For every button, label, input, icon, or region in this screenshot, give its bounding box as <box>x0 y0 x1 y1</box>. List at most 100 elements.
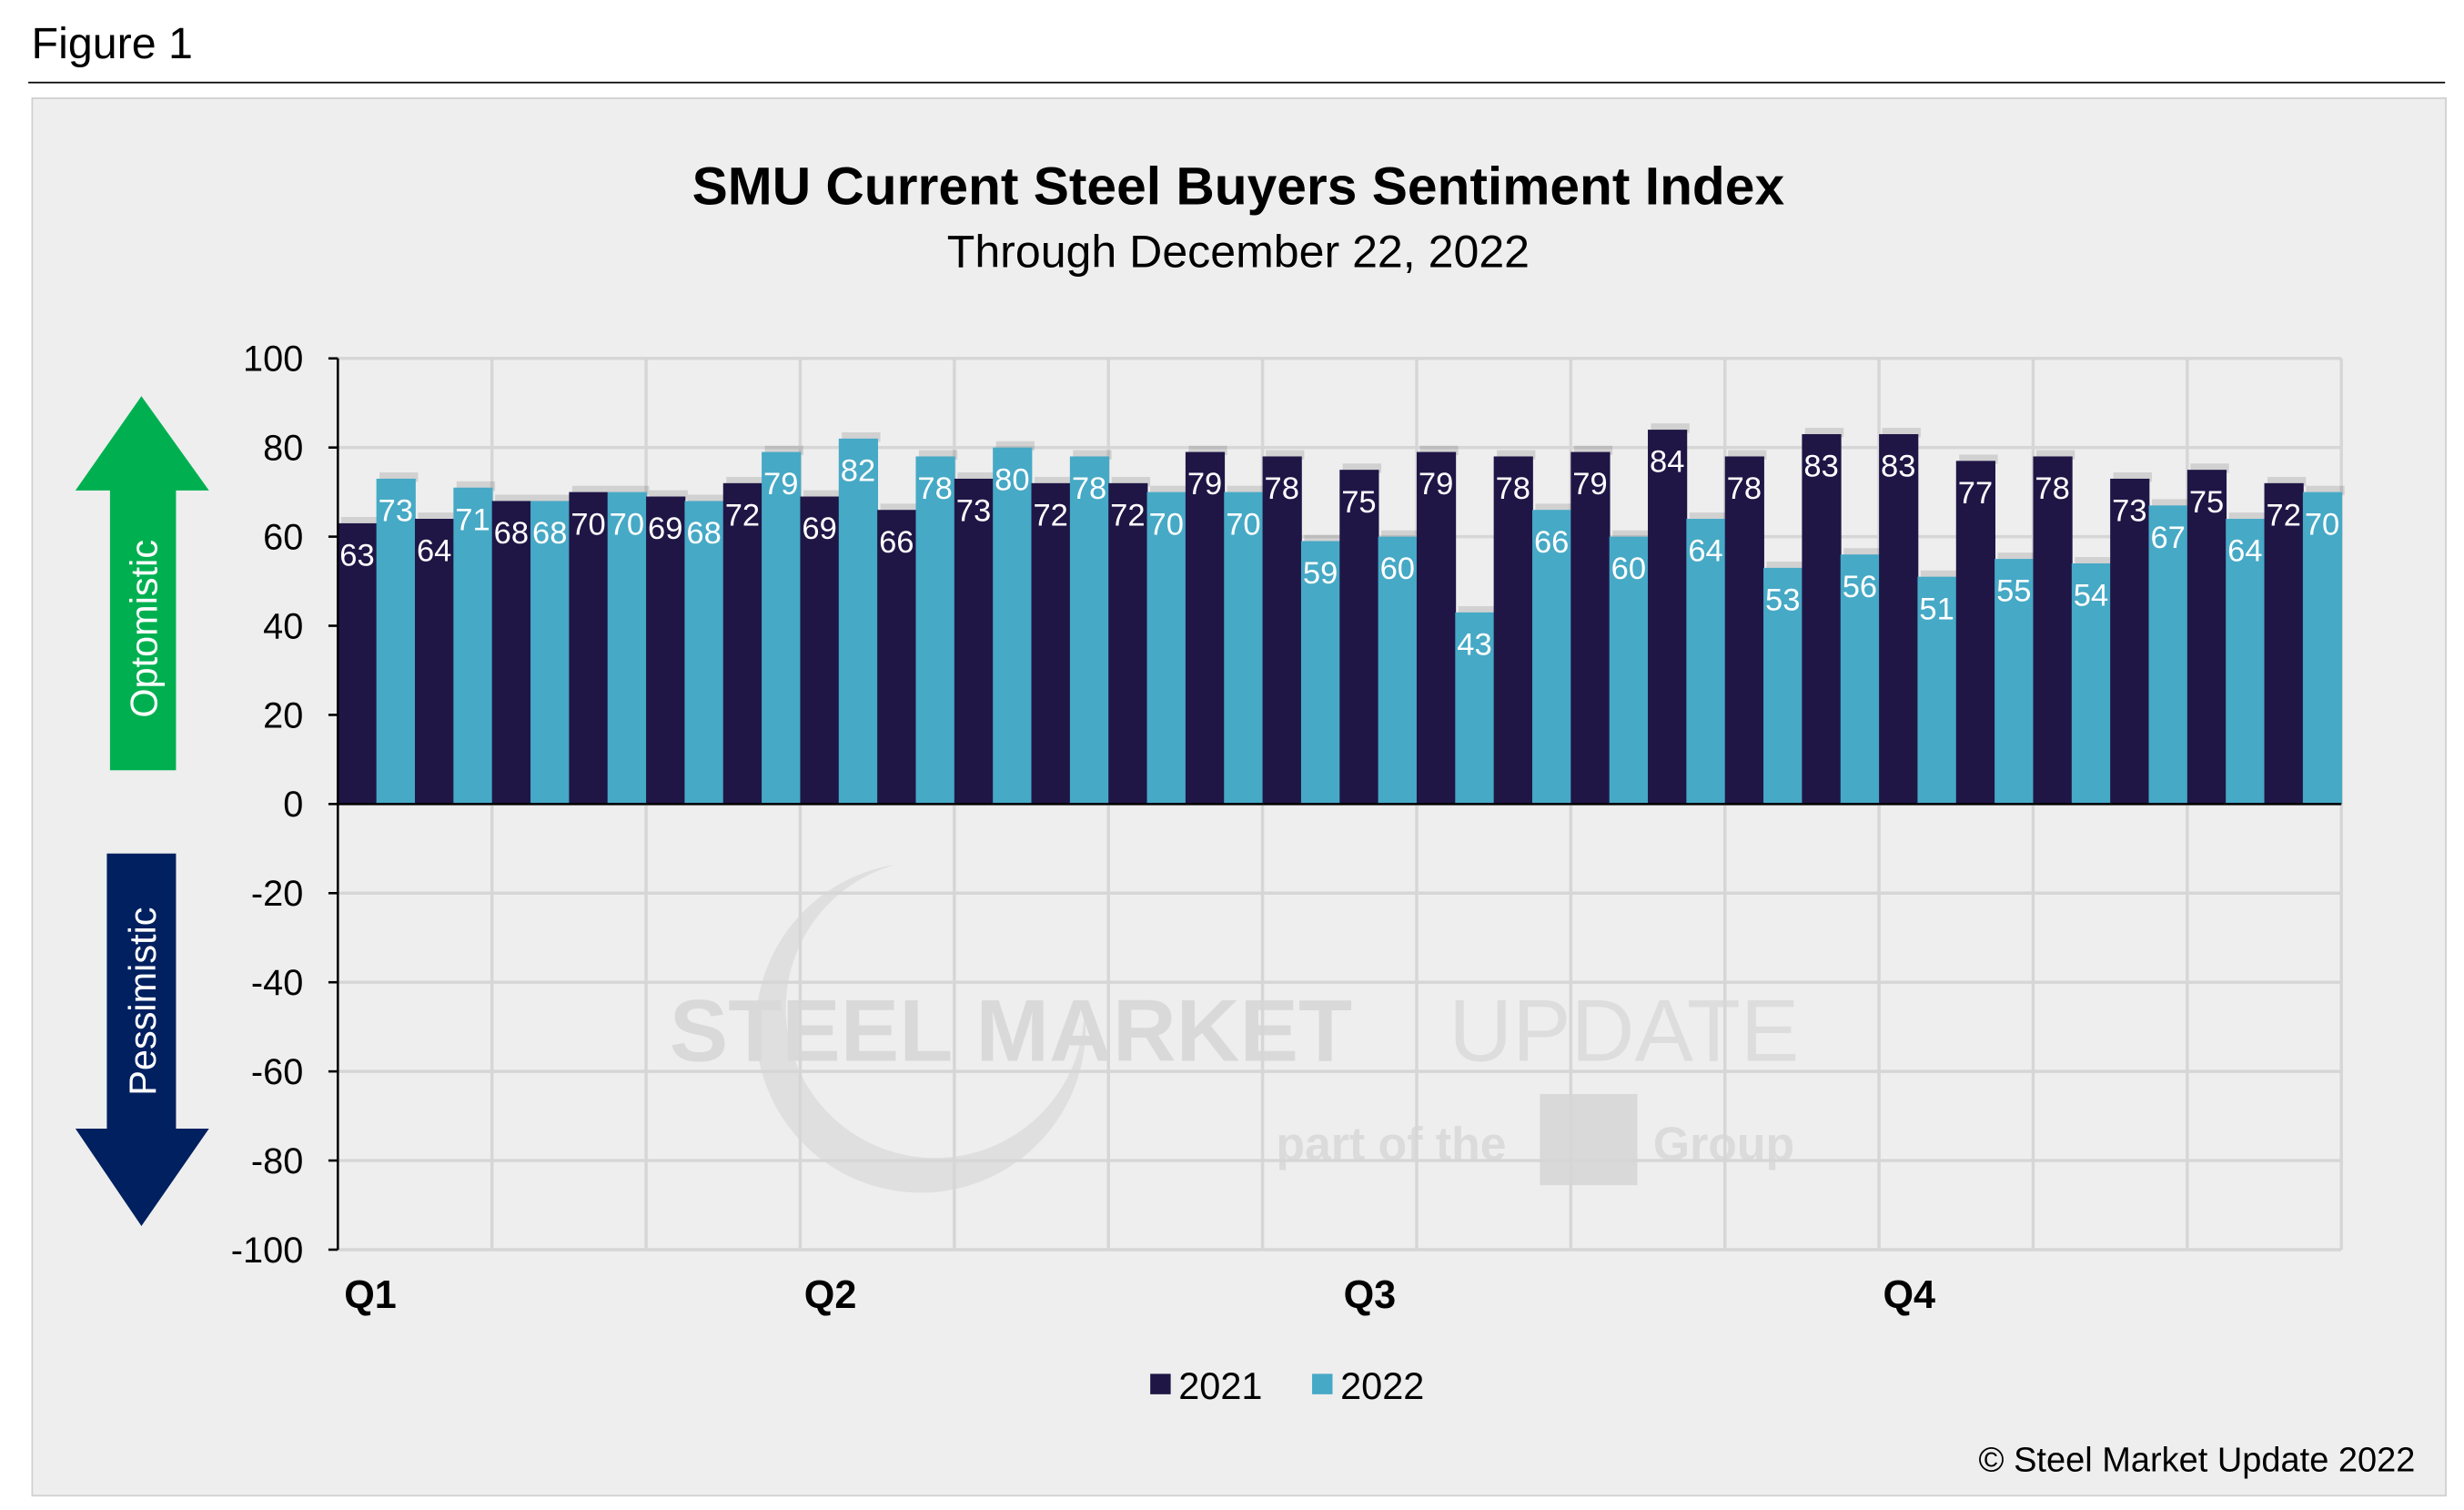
bar-shadow <box>1497 450 1536 460</box>
bar-shadow <box>957 472 996 482</box>
data-label-2021: 83 <box>1881 450 1915 484</box>
bar-2022 <box>838 438 878 805</box>
bar-2022 <box>453 487 493 805</box>
bar-2021 <box>2033 456 2073 805</box>
bar-shadow <box>1304 534 1343 544</box>
bar-2021 <box>1031 482 1071 805</box>
bar-2021 <box>1570 451 1611 805</box>
bar-2022 <box>1994 559 2035 805</box>
bar-2021 <box>2264 482 2304 805</box>
bar-2022 <box>1378 536 1418 805</box>
bar-shadow <box>1419 445 1459 456</box>
data-label-2021: 83 <box>1803 450 1838 484</box>
bar-2021 <box>1262 456 1302 805</box>
bar-2021 <box>722 482 762 805</box>
watermark: STEEL MARKET UPDATE part of the Group <box>670 864 1799 1193</box>
bar-shadow <box>1034 476 1074 487</box>
bar-2022 <box>1686 519 1726 805</box>
legend-swatch-2022 <box>1312 1373 1333 1394</box>
bar-2022 <box>1609 536 1649 805</box>
divider <box>28 81 2446 84</box>
data-label-2022: 68 <box>532 516 567 551</box>
data-label-2022: 55 <box>1996 574 2031 609</box>
bar-shadow <box>2228 512 2267 522</box>
data-label-2022: 64 <box>1688 534 1722 569</box>
y-tick-label: 0 <box>283 785 303 825</box>
bar-shadow <box>611 485 650 496</box>
data-label-2021: 69 <box>802 512 836 546</box>
up-arrow-icon <box>75 396 209 771</box>
bar-shadow <box>533 494 572 504</box>
bar-2022 <box>1763 567 1803 805</box>
data-label-2022: 71 <box>455 502 490 537</box>
data-label-2022: 78 <box>917 471 952 506</box>
bar-2021 <box>1955 461 1995 805</box>
down-arrow-icon <box>75 853 209 1227</box>
bar-shadow <box>803 490 843 500</box>
watermark-part: part of the <box>1276 1118 1506 1171</box>
bar-shadow <box>1766 561 1805 572</box>
data-label-2022: 70 <box>1226 507 1260 542</box>
data-label-2021: 84 <box>1650 445 1684 480</box>
bar-shadow <box>2267 476 2307 487</box>
bar-shadow <box>764 445 803 456</box>
data-label-2021: 78 <box>2035 471 2069 506</box>
figure-label: Figure 1 <box>31 18 193 68</box>
bar-2021 <box>1879 433 1919 805</box>
bar-shadow <box>1573 445 1613 456</box>
bar-2022 <box>1917 576 1957 805</box>
bar-2022 <box>1069 456 1110 805</box>
bar-shadow <box>1227 485 1267 496</box>
data-label-2021: 79 <box>1187 467 1222 502</box>
data-label-2021: 75 <box>1341 485 1376 520</box>
bar-shadow <box>456 481 496 492</box>
pessimistic-label: Pessimistic <box>121 907 164 1095</box>
data-label-2022: 43 <box>1457 627 1491 662</box>
bar-2021 <box>569 492 609 805</box>
chart-title: SMU Current Steel Buyers Sentiment Index <box>692 157 1785 217</box>
bar-2022 <box>376 478 416 805</box>
bar-2021 <box>954 478 995 805</box>
y-tick-label: -80 <box>251 1141 303 1181</box>
bar-2021 <box>1802 433 1842 805</box>
y-tick-label: -100 <box>231 1231 304 1271</box>
data-label-2022: 80 <box>995 462 1029 497</box>
data-label-2021: 79 <box>1572 467 1607 502</box>
bar-shadow <box>1188 445 1227 456</box>
bar-2021 <box>1416 451 1457 805</box>
data-label-2022: 78 <box>1072 471 1106 506</box>
data-label-2022: 56 <box>1843 570 1877 604</box>
bar-shadow <box>1728 450 1767 460</box>
bar-2022 <box>1840 554 1880 805</box>
data-label-2022: 53 <box>1765 583 1800 617</box>
bar-shadow <box>1381 530 1420 541</box>
bar-2021 <box>1493 456 1533 805</box>
bar-2021 <box>877 510 917 805</box>
data-label-2021: 68 <box>494 516 529 551</box>
bar-shadow <box>495 494 534 504</box>
bar-2021 <box>1648 430 1688 805</box>
pessimistic-arrow: Pessimistic <box>75 853 209 1227</box>
bar-2022 <box>1224 492 1264 805</box>
bar-2021 <box>414 519 455 805</box>
bar-2021 <box>338 522 378 805</box>
data-label-2021: 75 <box>2189 485 2224 520</box>
data-label-2021: 78 <box>1496 471 1530 506</box>
data-label-2021: 72 <box>725 498 760 532</box>
y-tick-label: 20 <box>263 695 303 735</box>
bar-2021 <box>646 496 686 805</box>
chart-subtitle: Through December 22, 2022 <box>947 227 1530 278</box>
data-label-2022: 68 <box>686 516 721 551</box>
y-tick-label: -20 <box>251 874 303 914</box>
data-label-2022: 59 <box>1303 556 1338 591</box>
data-label-2022: 73 <box>379 494 413 529</box>
bar-shadow <box>2075 557 2114 567</box>
bar-2021 <box>800 496 840 805</box>
data-label-2022: 70 <box>1149 507 1184 542</box>
bar-2021 <box>2110 478 2150 805</box>
bar-shadow <box>1149 485 1189 496</box>
bar-shadow <box>1920 570 1960 581</box>
legend-swatch-2021 <box>1150 1373 1171 1394</box>
